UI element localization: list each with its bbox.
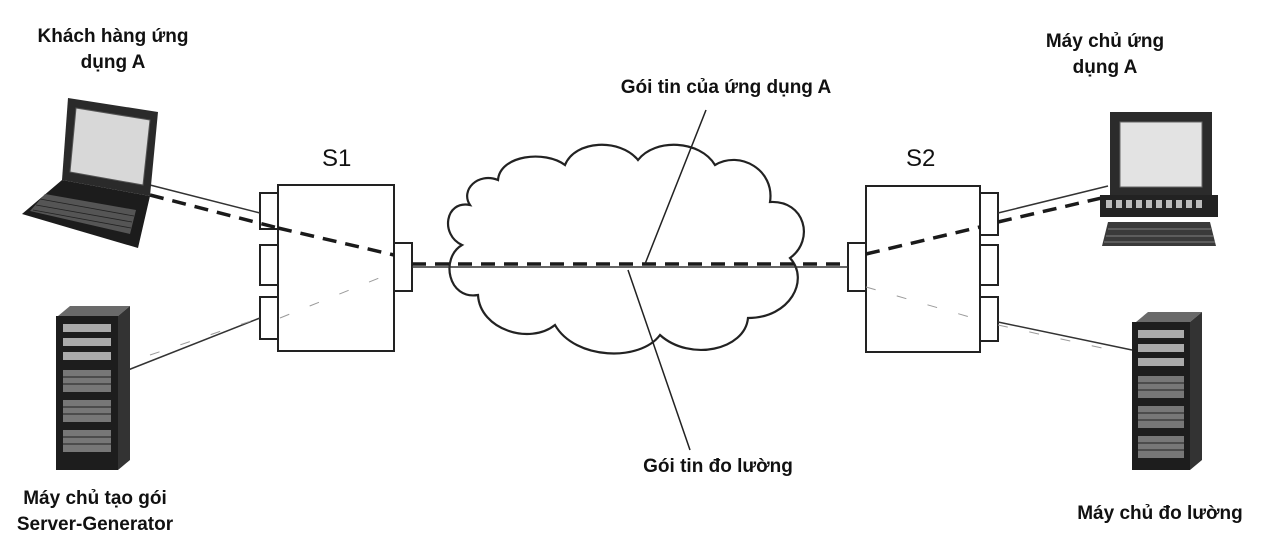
client-a-label-line-1: Khách hàng ứng [37, 26, 189, 47]
callout-lines [627, 109, 707, 451]
client-a-label-line-2: dụng A [80, 52, 146, 73]
switch-s1-port-3 [259, 296, 279, 340]
app-packet-label: Gói tin của ứng dụng A [620, 77, 832, 98]
switch-s1 [259, 184, 413, 352]
measure-packet-callout [627, 269, 691, 451]
switch-s2 [847, 185, 999, 353]
generator-label: Máy chủ tạo gói Server-Generator [0, 486, 190, 538]
switch-s2-port-2 [979, 244, 999, 286]
server-a-label-line-1: Máy chủ ứng [1045, 31, 1165, 52]
switch-s2-port-in [847, 242, 867, 292]
application-a-path [149, 193, 1111, 266]
generator-label-line-2: Server-Generator [16, 514, 174, 535]
physical-links [127, 184, 1133, 371]
measurement-path [149, 271, 1121, 356]
switch-s1-port-2 [259, 244, 279, 286]
switch-s2-port-1 [979, 192, 999, 236]
measure-server-label: Máy chủ đo lường [1077, 503, 1243, 524]
switch-s1-label: S1 [322, 145, 352, 172]
generator-label-line-1: Máy chủ tạo gói [23, 488, 167, 509]
app-packet-callout [644, 109, 707, 265]
server-a-label-line-2: dụng A [1072, 57, 1138, 78]
desktop-computer-icon [1100, 112, 1218, 246]
measure-packet-label: Gói tin đo lường [643, 456, 793, 477]
switch-s2-label: S2 [906, 145, 936, 172]
server-a-label: Máy chủ ứng dụng A [1020, 29, 1190, 81]
server-tower-icon [1132, 312, 1202, 470]
network-cloud-icon [447, 143, 805, 355]
switch-s2-port-3 [979, 296, 999, 342]
switch-s1-port-out [393, 242, 413, 292]
server-tower-icon [56, 306, 130, 470]
laptop-icon [22, 98, 158, 248]
client-a-label: Khách hàng ứng dụng A [18, 24, 208, 76]
switch-s1-port-1 [259, 192, 279, 230]
